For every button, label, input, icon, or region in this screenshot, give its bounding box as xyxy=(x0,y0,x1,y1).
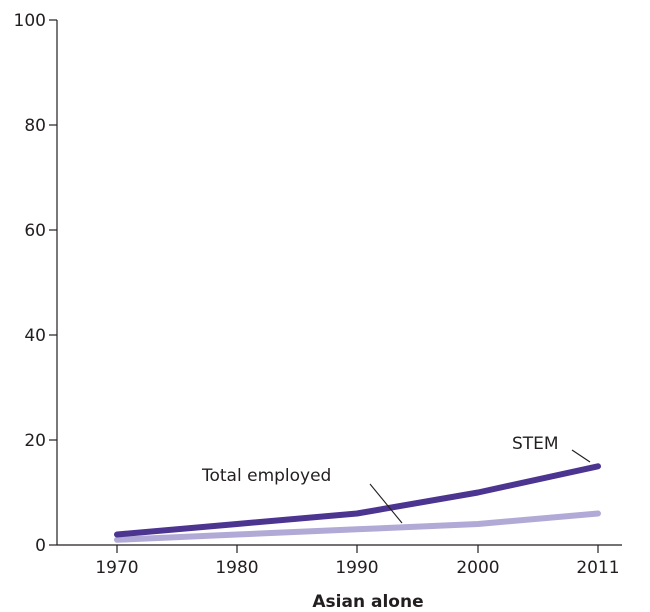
total-employed-leader-line xyxy=(369,483,403,524)
x-tick-label: 1990 xyxy=(335,558,378,578)
series-annotations: STEM Total employed xyxy=(201,434,591,524)
series-line-total-employed xyxy=(114,510,601,543)
y-tick-label: 20 xyxy=(24,431,46,451)
x-axis-title: Asian alone xyxy=(312,592,423,612)
series-layer xyxy=(114,463,601,543)
stem-leader-line xyxy=(571,449,591,463)
y-tick-label: 100 xyxy=(14,11,46,31)
x-tick-label: 2000 xyxy=(456,558,499,578)
y-tick-label: 80 xyxy=(24,116,46,136)
x-tick-label: 2011 xyxy=(576,558,619,578)
total-employed-series-label: Total employed xyxy=(201,466,331,486)
y-axis: 0 20 40 60 80 100 xyxy=(14,11,58,556)
y-tick-label: 40 xyxy=(24,326,46,346)
x-tick-label: 1970 xyxy=(95,558,138,578)
x-tick-label: 1980 xyxy=(215,558,258,578)
y-tick-label: 60 xyxy=(24,221,46,241)
y-tick-label: 0 xyxy=(35,536,46,556)
x-axis: 1970 1980 1990 2000 2011 xyxy=(57,544,622,578)
stem-series-label: STEM xyxy=(512,434,559,454)
series-line-stem xyxy=(114,463,601,538)
